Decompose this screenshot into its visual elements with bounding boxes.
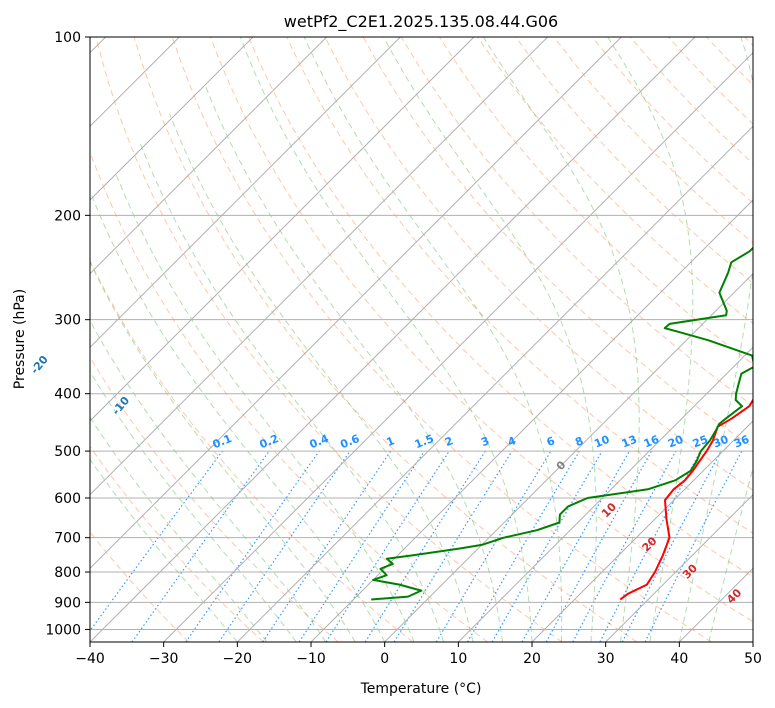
x-axis-label: Temperature (°C)	[360, 681, 482, 697]
x-tick-label: −10	[296, 651, 326, 667]
y-tick-label: 200	[54, 208, 81, 224]
x-tick-label: 50	[744, 651, 762, 667]
x-tick-label: −20	[223, 651, 253, 667]
y-axis-label: Pressure (hPa)	[12, 289, 28, 389]
y-tick-label: 600	[54, 491, 81, 507]
y-tick-label: 700	[54, 531, 81, 547]
x-tick-label: −40	[75, 651, 105, 667]
dry-adiabat-label: -20	[28, 353, 51, 377]
chart-title: wetPf2_C2E1.2025.135.08.44.G06	[284, 12, 558, 32]
x-tick-label: 40	[670, 651, 688, 667]
x-tick-label: 10	[449, 651, 467, 667]
y-tick-label: 900	[54, 595, 81, 611]
y-tick-label: 1000	[45, 622, 81, 638]
x-axis: −40 −30 −20 −10 0 10 20 30 40 50	[75, 642, 762, 667]
x-tick-label: 0	[380, 651, 389, 667]
x-tick-label: −30	[149, 651, 179, 667]
plot-area-background	[90, 37, 753, 642]
x-tick-label: 20	[523, 651, 541, 667]
y-tick-label: 500	[54, 444, 81, 460]
y-tick-label: 400	[54, 387, 81, 403]
y-tick-label: 100	[54, 30, 81, 46]
y-tick-label: 300	[54, 313, 81, 329]
isotherm-line	[753, 37, 775, 642]
x-tick-label: 30	[597, 651, 615, 667]
y-tick-label: 800	[54, 565, 81, 581]
y-axis: 100 200 300 400 500 600 700 800 900 1000	[45, 30, 90, 638]
